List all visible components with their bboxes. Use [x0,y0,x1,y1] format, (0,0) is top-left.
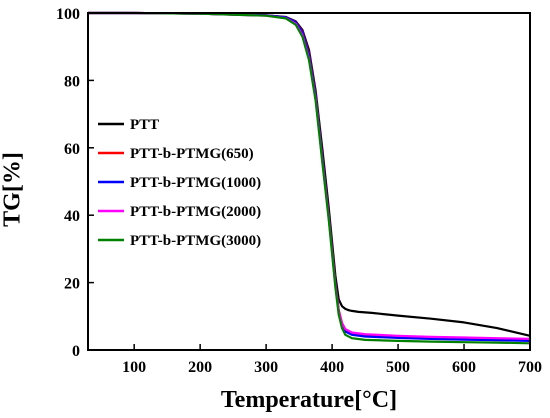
y-tick-label: 60 [64,141,80,158]
x-axis-ticks: 100 200 300 400 500 600 700 [122,344,542,376]
legend: PTT PTT-b-PTMG(650) PTT-b-PTMG(1000) PTT-b-… [98,117,261,249]
plot-content [88,11,531,345]
x-tick-label: 200 [188,359,212,376]
y-tick-label: 20 [64,276,80,293]
y-axis-title: TG[%] [0,152,26,227]
plot-frame [87,12,531,351]
x-tick-label: 700 [518,359,542,376]
y-axis-ticks: 0 20 40 60 80 100 [56,6,94,360]
x-tick-label: 300 [254,359,278,376]
y-tick-label: 80 [64,73,80,90]
x-tick-label: 500 [386,359,410,376]
legend-label-3: PTT-b-PTMG(2000) [130,204,261,220]
x-tick-label: 100 [122,359,146,376]
y-tick-label: 40 [64,208,80,225]
series-line-4 [88,11,531,345]
legend-label-2: PTT-b-PTMG(1000) [130,175,261,191]
y-tick-label: 0 [72,343,80,360]
x-tick-label: 400 [320,359,344,376]
legend-label-1: PTT-b-PTMG(650) [130,146,254,162]
x-axis-title: Temperature[°C] [221,387,397,413]
x-tick-label: 600 [452,359,476,376]
legend-label-0: PTT [130,117,159,133]
legend-label-4: PTT-b-PTMG(3000) [130,233,261,249]
y-tick-label: 100 [56,6,80,23]
